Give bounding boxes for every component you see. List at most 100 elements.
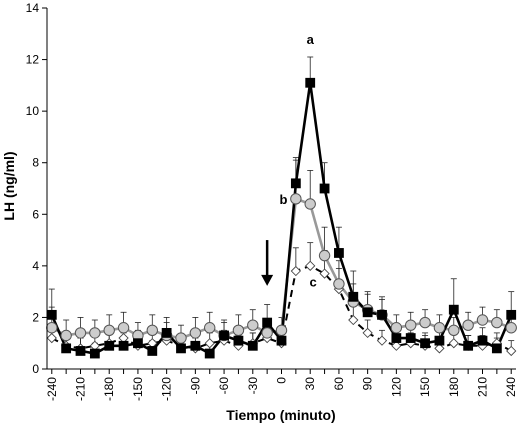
data-point-circle [304,198,316,210]
y-tick-label: 10 [26,104,40,118]
data-point-diamond [434,343,445,354]
data-point-diamond [46,332,57,344]
data-point-square [348,291,359,302]
x-tick-label: -180 [102,377,116,401]
data-point-circle [60,329,72,342]
data-point-diamond [319,268,330,279]
data-point-square [89,348,100,359]
data-point-diamond [391,340,402,351]
x-tick-label: 90 [361,377,375,391]
data-point-circle [189,327,202,339]
y-tick-label: 14 [26,1,40,15]
data-point-circle [318,249,331,262]
data-point-circle [405,319,417,331]
annotations: a b c [279,32,316,289]
axes [46,8,516,370]
data-point-square [147,346,158,356]
data-point-circle [419,316,431,329]
data-point-square [176,343,186,354]
x-tick-label: 210 [476,377,490,397]
data-point-square [75,346,86,356]
data-point-square [305,77,316,88]
y-tick-label: 0 [32,362,39,376]
data-point-circle [89,327,101,339]
data-point-square [434,335,445,346]
data-point-circle [491,316,503,329]
data-point-circle [103,324,115,337]
data-point-diamond [290,265,301,277]
series-line-square [50,82,513,356]
data-point-square [405,333,416,343]
data-point-square [362,307,373,318]
x-tick-label: 30 [303,377,317,391]
data-point-diamond [448,338,459,349]
data-point-circle [247,319,259,331]
data-point-circle [333,278,345,290]
data-point-square [420,338,430,349]
data-point-square [118,340,129,351]
data-point-square [506,309,517,320]
data-point-circle [290,193,302,205]
x-tick-label: -210 [74,377,88,401]
data-point-square [161,327,172,338]
data-point-circle [232,324,245,337]
data-point-circle [476,314,489,326]
data-point-square [290,178,301,189]
data-point-circle [275,324,288,337]
y-tick-label: 6 [32,207,39,221]
x-tick-label: 0 [275,377,289,384]
data-point-circle [390,322,403,334]
x-tick-label: 120 [389,377,403,397]
data-point-diamond [305,260,316,271]
x-tick-label: 180 [447,377,461,397]
data-point-square [219,330,229,341]
data-point-diamond [362,327,373,339]
x-tick-label: 240 [504,377,518,397]
x-tick-label: -240 [45,377,59,401]
series-markers [46,77,517,359]
data-point-square [463,340,474,351]
x-ticks: -240 -210 -180 -150 -120 -90 -60 -30 0 30 60 90 120 1… [45,369,518,401]
data-point-square [391,333,402,343]
x-tick-label: -120 [160,377,174,401]
data-point-square [61,343,72,354]
y-tick-label: 8 [32,156,39,170]
data-point-circle [146,324,158,337]
data-point-square [46,309,57,320]
data-point-circle [261,327,273,339]
data-point-square [276,335,287,346]
y-tick-label: 12 [26,53,40,67]
y-axis-title: LH (ng/ml) [1,151,17,220]
data-point-circle [462,319,474,331]
data-point-square [334,248,344,258]
stimulus-arrow [261,240,274,286]
y-tick-label: 4 [32,259,39,273]
x-axis-title: Tiempo (minuto) [226,407,335,423]
x-tick-label: 150 [418,377,432,397]
x-tick-label: -30 [246,377,260,395]
data-point-circle [74,327,87,339]
annotation-label: a [307,32,315,47]
data-point-diamond [348,314,359,326]
data-point-circle [204,322,216,334]
x-tick-label: -150 [131,377,145,401]
data-point-square [319,183,330,194]
x-tick-label: -60 [217,377,231,395]
data-point-diamond [376,335,388,346]
data-point-square [262,317,273,328]
y-tick-label: 2 [32,310,39,324]
data-point-square [204,348,215,359]
annotation-label: c [309,274,316,289]
data-point-diamond [204,338,215,349]
arrow-head [261,274,274,286]
data-point-circle [46,322,58,334]
data-point-square [377,309,387,320]
data-point-square [190,340,201,351]
data-point-circle [448,324,460,337]
data-point-square [233,335,244,346]
data-point-square [247,340,258,351]
annotation-label: b [279,192,287,207]
data-point-circle [117,322,130,334]
x-tick-label: 60 [332,377,346,391]
